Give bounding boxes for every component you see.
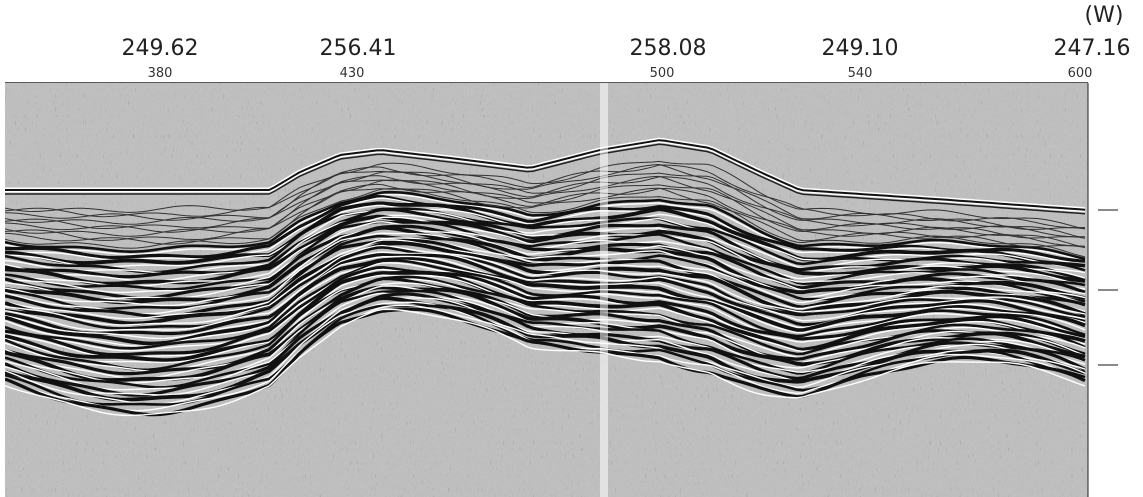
direction-label: (W)	[1085, 3, 1124, 28]
vertical-stripe	[600, 83, 608, 497]
station-label: 258.08	[630, 36, 707, 61]
shot-number: 500	[650, 66, 675, 81]
shot-number: 540	[848, 66, 873, 81]
shot-number: 430	[340, 66, 365, 81]
station-labels: 249.62 380 256.41 430 258.08 500 249.10 540 247.…	[122, 36, 1131, 81]
seismic-figure: (W) 249.62 380 256.41 430 258.08 500 249.10 540…	[0, 0, 1143, 497]
seismic-section	[5, 83, 1088, 497]
station-label: 247.16	[1054, 36, 1131, 61]
shot-number: 600	[1068, 66, 1093, 81]
shot-number: 380	[148, 66, 173, 81]
station-label: 249.10	[822, 36, 899, 61]
station-label: 256.41	[320, 36, 397, 61]
depth-ticks	[1098, 210, 1118, 365]
station-label: 249.62	[122, 36, 199, 61]
